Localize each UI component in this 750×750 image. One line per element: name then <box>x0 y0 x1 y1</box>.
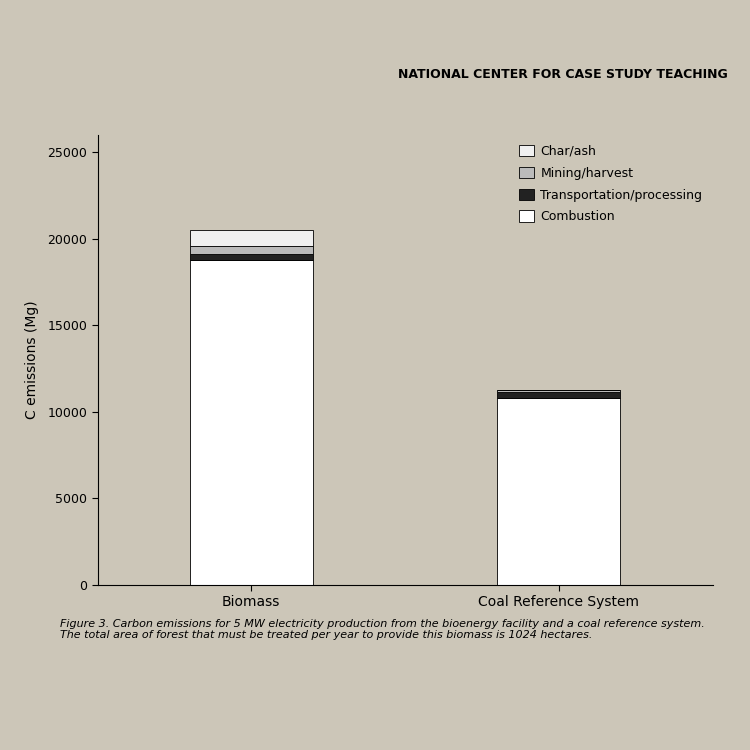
Bar <box>190 260 313 585</box>
Text: NATIONAL CENTER FOR CASE STUDY TEACHING: NATIONAL CENTER FOR CASE STUDY TEACHING <box>398 68 728 80</box>
Bar <box>190 254 313 260</box>
Y-axis label: C emissions (Mg): C emissions (Mg) <box>25 301 39 419</box>
Text: Figure 3. Carbon emissions for 5 MW electricity production from the bioenergy fa: Figure 3. Carbon emissions for 5 MW elec… <box>60 619 705 640</box>
Legend: Char/ash, Mining/harvest, Transportation/processing, Combustion: Char/ash, Mining/harvest, Transportation… <box>515 141 706 227</box>
Bar <box>497 398 620 585</box>
Bar <box>190 246 313 254</box>
Bar <box>497 392 620 398</box>
Bar <box>497 390 620 392</box>
Bar <box>190 230 313 246</box>
